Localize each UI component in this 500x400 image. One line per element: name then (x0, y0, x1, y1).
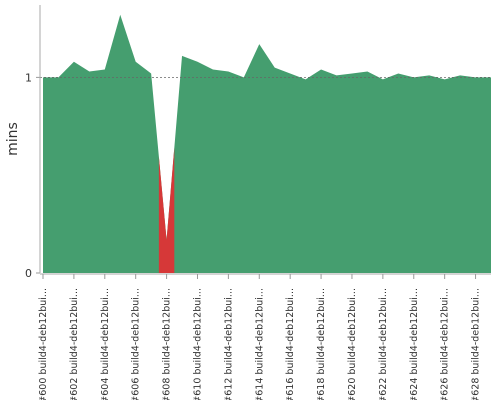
x-tick-label: #606 build4-deb12bui... (131, 288, 142, 400)
x-tick-label: #616 build4-deb12bui... (285, 288, 296, 400)
y-tick-label: 0 (25, 267, 32, 280)
y-tick-label: 1 (25, 71, 32, 84)
x-tick-label: #626 build4-deb12bui... (440, 288, 451, 400)
x-tick-label: #618 build4-deb12bui... (316, 288, 327, 400)
x-tick-label: #604 build4-deb12bui... (100, 288, 111, 400)
x-tick-label: #608 build4-deb12bui... (162, 288, 173, 400)
x-tick-label: #610 build4-deb12bui... (192, 288, 203, 400)
x-tick-label: #620 build4-deb12bui... (347, 288, 358, 400)
failed-segment (158, 147, 175, 273)
x-tick-label: #622 build4-deb12bui... (378, 288, 389, 400)
x-tick-label: #612 build4-deb12bui... (223, 288, 234, 400)
x-tick-label: #614 build4-deb12bui... (254, 288, 265, 400)
x-tick-label: #600 build4-deb12bui... (38, 288, 49, 400)
x-tick-label: #624 build4-deb12bui... (409, 288, 420, 400)
area (43, 14, 491, 273)
y-axis-label: mins (5, 122, 21, 156)
x-tick-label: #602 build4-deb12bui... (69, 288, 80, 400)
x-tick-label: #628 build4-deb12bui... (471, 288, 482, 400)
